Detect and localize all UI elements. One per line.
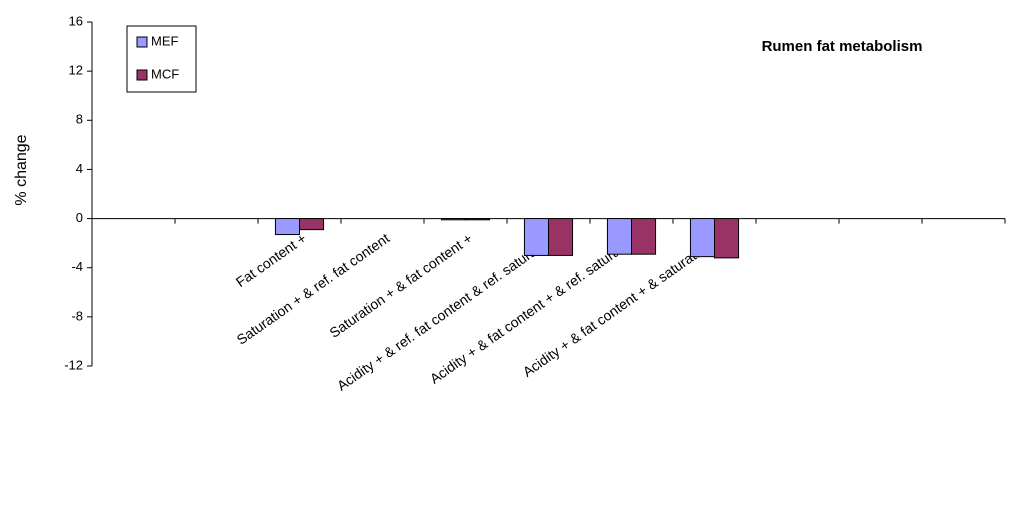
x-tick-label: Saturation + & fat content + <box>326 230 475 341</box>
y-tick-label: 0 <box>76 210 83 225</box>
bar <box>440 218 466 221</box>
x-tick-label: Saturation + & ref. fat content <box>234 230 393 348</box>
y-tick-label: 12 <box>69 63 83 78</box>
bar <box>548 218 574 256</box>
legend-label: MCF <box>151 66 179 81</box>
y-tick-label: 8 <box>76 112 83 127</box>
bar <box>523 218 549 256</box>
bar <box>465 218 491 221</box>
bar <box>274 218 300 236</box>
chart-title: Rumen fat metabolism <box>762 38 923 55</box>
y-axis-label: % change <box>13 134 30 205</box>
legend: MEF MCF <box>126 25 197 93</box>
bar <box>631 218 657 255</box>
legend-swatch <box>136 36 148 48</box>
x-tick-label: Fat content + <box>233 230 309 290</box>
bar <box>714 218 740 259</box>
bar <box>606 218 632 255</box>
bar <box>299 218 325 231</box>
y-tick-label: 16 <box>69 13 83 28</box>
y-tick-label: -12 <box>64 357 83 372</box>
y-tick-label: 4 <box>76 161 83 176</box>
y-tick-label: -8 <box>71 308 83 323</box>
y-tick-label: -4 <box>71 259 83 274</box>
bar <box>689 218 715 258</box>
legend-label: MEF <box>151 33 179 48</box>
legend-swatch <box>136 69 148 81</box>
